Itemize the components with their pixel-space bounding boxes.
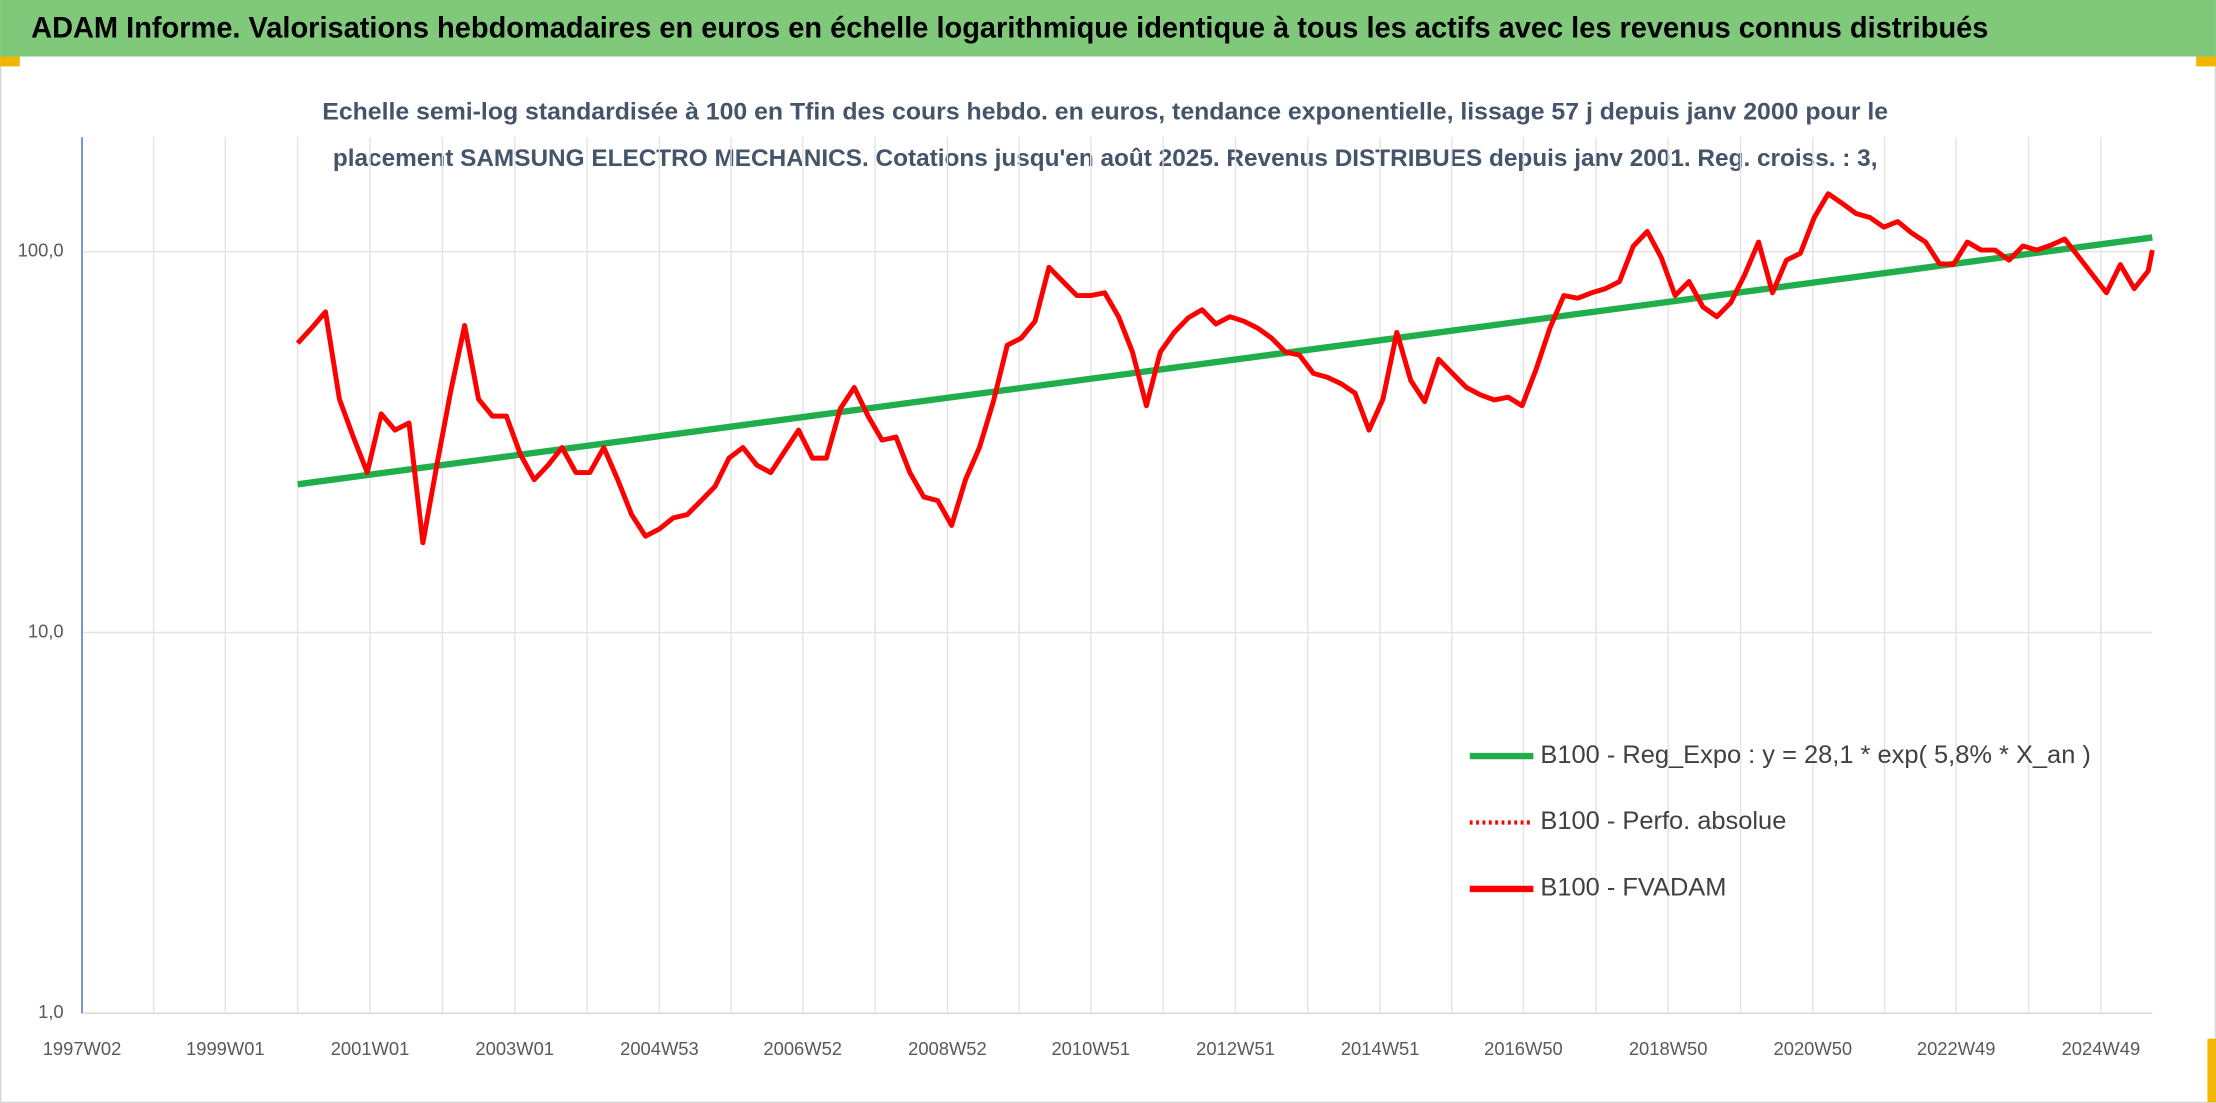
y-tick-label: 1,0: [38, 1001, 64, 1022]
chart-subtitle: Echelle semi-log standardisée à 100 en T…: [322, 98, 1888, 125]
x-tick-label: 2003W01: [475, 1038, 554, 1059]
corner-mark: [2207, 1038, 2216, 1103]
chart-title: ADAM Informe. Valorisations hebdomadaire…: [31, 12, 1988, 45]
x-tick-label: 2004W53: [620, 1038, 699, 1059]
x-tick-label: 2020W50: [1774, 1038, 1853, 1059]
x-tick-label: 2008W52: [908, 1038, 987, 1059]
x-tick-label: 2024W49: [2062, 1038, 2141, 1059]
x-tick-label: 1999W01: [186, 1038, 265, 1059]
x-tick-label: 2016W50: [1484, 1038, 1563, 1059]
legend-label: B100 - Perfo. absolue: [1540, 807, 1786, 835]
x-tick-label: 2001W01: [331, 1038, 410, 1059]
x-tick-label: 2006W52: [763, 1038, 842, 1059]
x-tick-label: 2022W49: [1917, 1038, 1996, 1059]
series-line: [295, 191, 2155, 546]
legend-label: B100 - FVADAM: [1540, 874, 1726, 902]
x-tick-label: 2014W51: [1341, 1038, 1420, 1059]
title-banner: [0, 0, 2216, 57]
x-tick-label: 2010W51: [1051, 1038, 1130, 1059]
chart-subtitle: placement SAMSUNG ELECTRO MECHANICS. Cot…: [333, 145, 1878, 172]
y-tick-label: 10,0: [28, 620, 64, 641]
x-tick-label: 1997W02: [43, 1038, 122, 1059]
x-tick-label: 2018W50: [1629, 1038, 1708, 1059]
legend-label: B100 - Reg_Expo : y = 28,1 * exp( 5,8% *…: [1540, 741, 2090, 769]
corner-mark: [0, 56, 20, 67]
series-line: [297, 234, 2153, 488]
y-tick-label: 100,0: [18, 240, 64, 261]
x-tick-label: 2012W51: [1196, 1038, 1275, 1059]
corner-mark: [2196, 56, 2216, 67]
